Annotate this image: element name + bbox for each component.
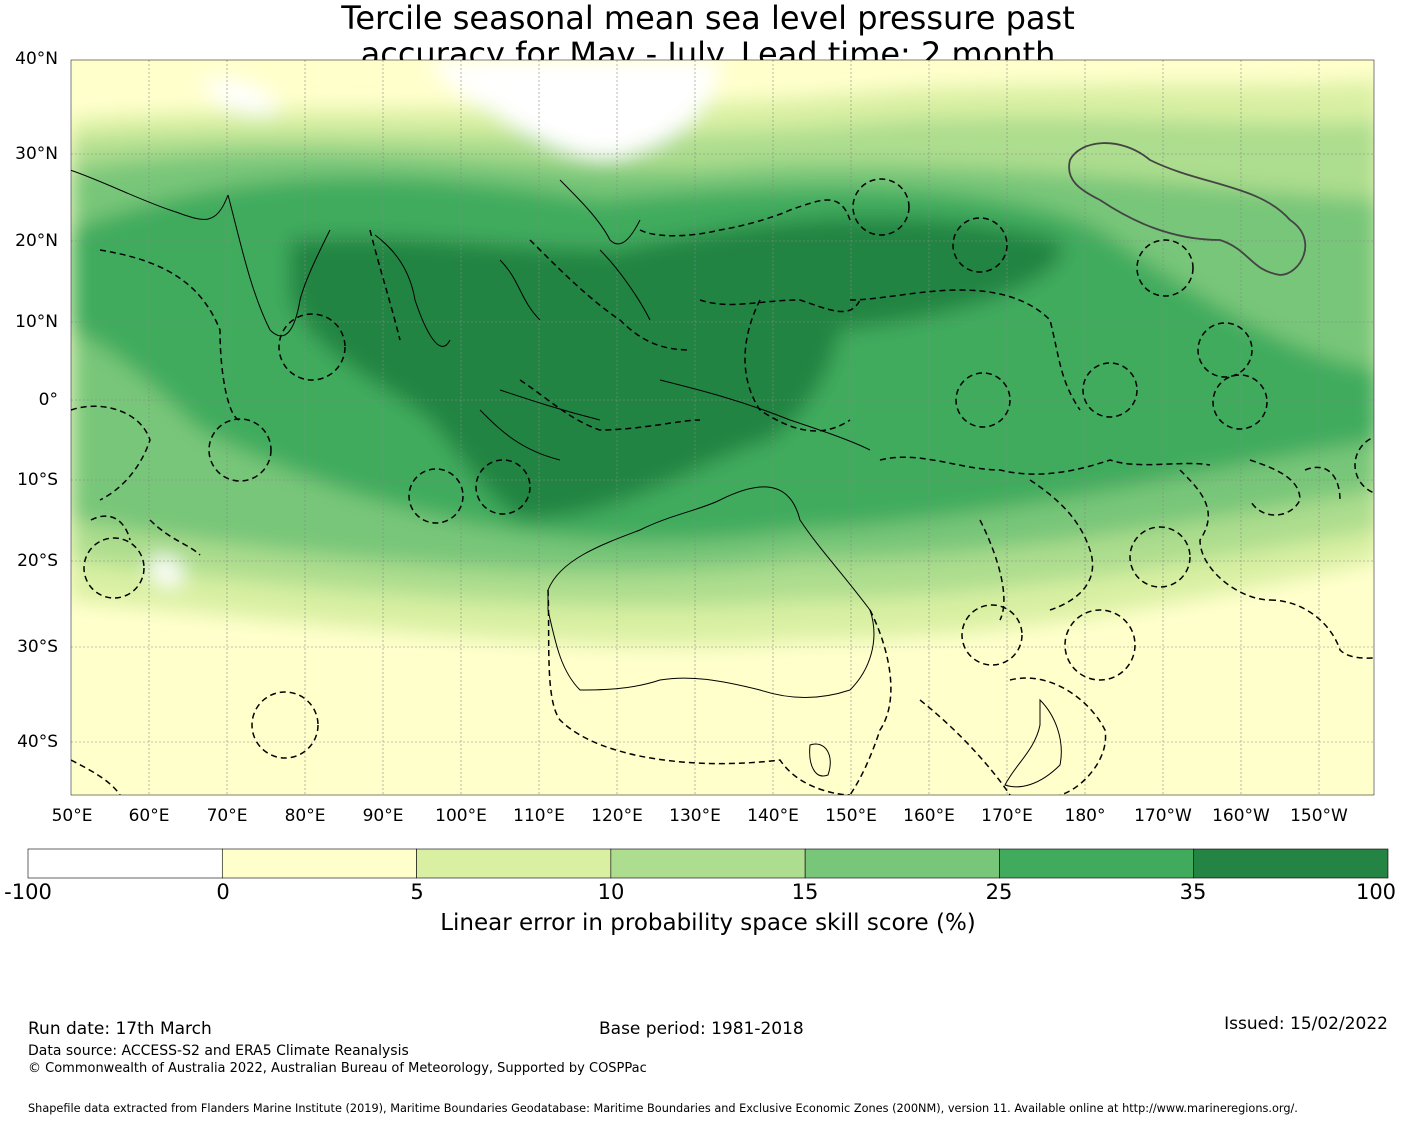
colorbar-swatch	[804, 848, 1000, 879]
eez-boundaries	[71, 178, 1374, 795]
colorbar-swatch	[27, 848, 223, 879]
lon-label-90e: 90°E	[362, 806, 404, 826]
colorbar-swatch	[1193, 848, 1389, 879]
lon-label-160w: 160°W	[1212, 806, 1270, 826]
lat-label-20s: 20°S	[17, 551, 58, 571]
lon-label-180: 180°	[1064, 806, 1106, 826]
map-frame	[70, 59, 1375, 796]
colorbar-tick: 25	[985, 880, 1013, 904]
lat-label-20n: 20°N	[15, 231, 58, 251]
data-source: Data source: ACCESS-S2 and ERA5 Climate …	[28, 1043, 409, 1059]
colorbar	[27, 848, 1389, 879]
lat-label-10n: 10°N	[15, 312, 58, 332]
colorbar-tick: 100	[1355, 880, 1397, 904]
lon-label-160e: 160°E	[903, 806, 955, 826]
lon-label-100e: 100°E	[435, 806, 487, 826]
lon-label-140e: 140°E	[747, 806, 799, 826]
copyright: © Commonwealth of Australia 2022, Austra…	[28, 1061, 647, 1076]
colorbar-swatch	[999, 848, 1195, 879]
lat-label-40n: 40°N	[15, 49, 58, 69]
lon-label-150e: 150°E	[825, 806, 877, 826]
lon-label-110e: 110°E	[513, 806, 565, 826]
map-title-line1: Tercile seasonal mean sea level pressure…	[341, 0, 1075, 37]
colorbar-tick: 5	[410, 880, 424, 904]
base-period: Base period: 1981-2018	[599, 1019, 804, 1039]
colorbar-label: Linear error in probability space skill …	[440, 910, 976, 936]
lat-label-10s: 10°S	[17, 470, 58, 490]
lon-label-170e: 170°E	[981, 806, 1033, 826]
lon-label-70e: 70°E	[206, 806, 248, 826]
colorbar-tick: 15	[791, 880, 819, 904]
lon-label-170w: 170°W	[1134, 806, 1192, 826]
colorbar-tick: 10	[597, 880, 625, 904]
lat-label-40s: 40°S	[17, 732, 58, 752]
lat-label-30n: 30°N	[15, 144, 58, 164]
colorbar-swatch	[610, 848, 806, 879]
issued-date: Issued: 15/02/2022	[1224, 1014, 1388, 1034]
colorbar-tick: 35	[1179, 880, 1207, 904]
colorbar-swatch	[221, 848, 417, 879]
shapefile-credit: Shapefile data extracted from Flanders M…	[28, 1102, 1298, 1115]
colorbar-tick: 0	[216, 880, 230, 904]
lat-label-30s: 30°S	[17, 637, 58, 657]
lon-label-80e: 80°E	[284, 806, 326, 826]
lon-label-120e: 120°E	[591, 806, 643, 826]
coastlines	[71, 169, 1062, 788]
run-date: Run date: 17th March	[28, 1019, 212, 1039]
map-title: Tercile seasonal mean sea level pressure…	[200, 0, 1216, 72]
skill-field	[71, 60, 1374, 795]
lat-label-0: 0°	[38, 390, 58, 410]
hawaii-eez	[1068, 142, 1307, 276]
lon-label-50e: 50°E	[51, 806, 93, 826]
lon-label-130e: 130°E	[669, 806, 721, 826]
colorbar-tick: -100	[4, 880, 52, 904]
lon-label-150w: 150°W	[1290, 806, 1348, 826]
lon-label-60e: 60°E	[128, 806, 170, 826]
colorbar-swatch	[416, 848, 612, 879]
